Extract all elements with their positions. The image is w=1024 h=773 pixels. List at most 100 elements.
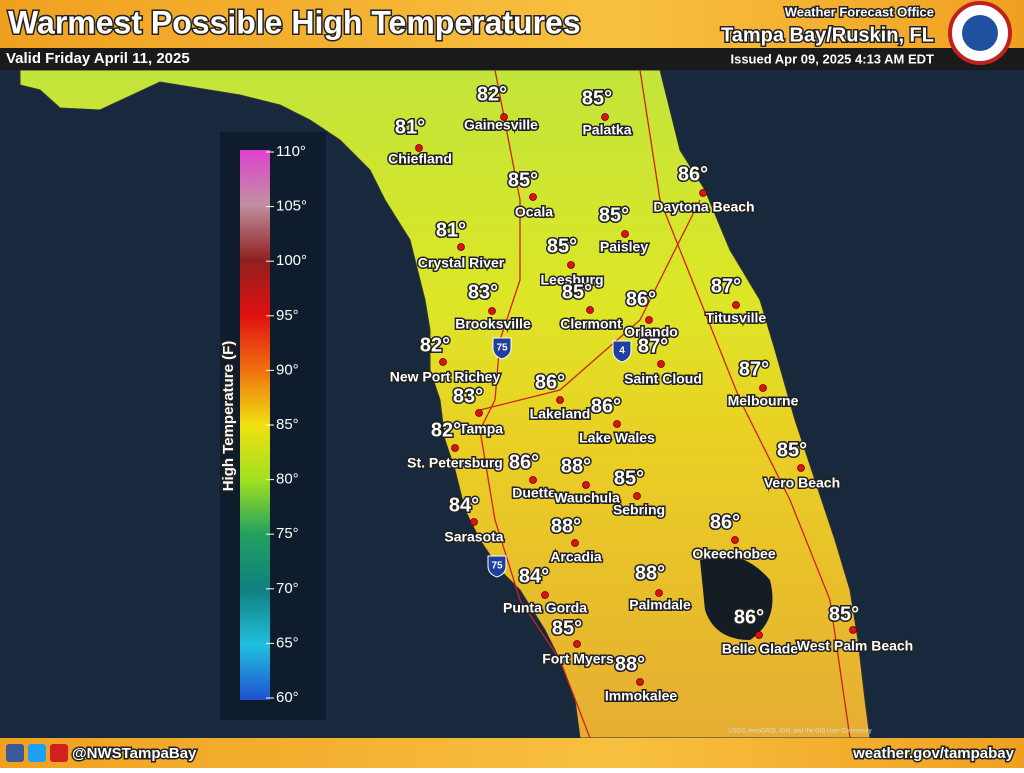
city-name: Sebring bbox=[613, 502, 665, 518]
color-bar bbox=[240, 150, 270, 700]
city-temp: 81° bbox=[436, 219, 466, 241]
facebook-icon[interactable] bbox=[6, 744, 24, 762]
city-temp: 88° bbox=[615, 653, 645, 675]
city-temp: 88° bbox=[635, 562, 665, 584]
city-dot bbox=[636, 678, 644, 686]
legend-tick-label: 100° bbox=[276, 252, 307, 269]
social-handle: @NWSTampaBay bbox=[72, 745, 197, 762]
city-dot bbox=[529, 476, 537, 484]
city-dot bbox=[657, 360, 665, 368]
city-name: Wauchula bbox=[554, 490, 620, 506]
header-bar bbox=[0, 0, 1024, 48]
youtube-icon[interactable] bbox=[50, 744, 68, 762]
city-temp: 83° bbox=[468, 281, 498, 303]
city-dot bbox=[797, 464, 805, 472]
city-temp: 85° bbox=[508, 169, 538, 191]
city-dot bbox=[645, 316, 653, 324]
city-name: Okeechobee bbox=[692, 546, 775, 562]
city-name: Palmdale bbox=[629, 597, 691, 613]
city-dot bbox=[488, 307, 496, 315]
title: Warmest Possible High Temperatures bbox=[8, 4, 581, 40]
city-dot bbox=[451, 444, 459, 452]
city-name: Sarasota bbox=[444, 529, 503, 545]
legend-tick-label: 90° bbox=[276, 361, 299, 378]
city-name: Arcadia bbox=[550, 549, 602, 565]
legend-tick-label: 105° bbox=[276, 198, 307, 215]
legend-tick-label: 60° bbox=[276, 689, 299, 706]
city-temp: 85° bbox=[562, 281, 592, 303]
city-name: Duette bbox=[512, 485, 556, 501]
city-dot bbox=[573, 640, 581, 648]
interstate-shield bbox=[612, 340, 632, 363]
city-name: Lake Wales bbox=[579, 430, 655, 446]
city-name: Chiefland bbox=[388, 151, 452, 167]
city-name: St. Petersburg bbox=[407, 455, 503, 471]
city-temp: 85° bbox=[552, 617, 582, 639]
city-dot bbox=[556, 396, 564, 404]
city-temp: 87° bbox=[711, 275, 741, 297]
city-dot bbox=[613, 420, 621, 428]
city-temp: 82° bbox=[431, 419, 461, 441]
city-dot bbox=[567, 261, 575, 269]
office: Tampa Bay/Ruskin, FL bbox=[721, 24, 934, 46]
lake-okeechobee bbox=[700, 555, 773, 640]
city-dot bbox=[439, 358, 447, 366]
city-name: Leesburg bbox=[540, 272, 603, 288]
city-temp: 81° bbox=[395, 116, 425, 138]
legend-tick-label: 80° bbox=[276, 471, 299, 488]
city-name: Crystal River bbox=[418, 255, 505, 271]
interstate-number: 4 bbox=[619, 346, 625, 357]
city-name: New Port Richey bbox=[390, 369, 501, 385]
city-temp: 85° bbox=[547, 235, 577, 257]
city-temp: 85° bbox=[614, 467, 644, 489]
city-name: Tampa bbox=[459, 421, 503, 437]
city-name: Fort Myers bbox=[542, 651, 614, 667]
city-name: Palatka bbox=[582, 122, 631, 138]
florida bbox=[19, 69, 871, 739]
city-name: Punta Gorda bbox=[503, 600, 587, 616]
legend-tick-label: 65° bbox=[276, 634, 299, 651]
valid-date: Valid Friday April 11, 2025 bbox=[6, 50, 190, 67]
city-dot bbox=[633, 492, 641, 500]
website: weather.gov/tampabay bbox=[852, 745, 1015, 762]
issued: Issued Apr 09, 2025 4:13 AM EDT bbox=[730, 51, 934, 66]
twitter-icon[interactable] bbox=[28, 744, 46, 762]
city-dot bbox=[475, 409, 483, 417]
city-name: Ocala bbox=[515, 204, 553, 220]
attribution: USGS, AeroGRID, IGN, and the GIS User Co… bbox=[728, 729, 871, 735]
city-temp: 83° bbox=[453, 385, 483, 407]
city-dot bbox=[571, 539, 579, 547]
city-temp: 87° bbox=[638, 335, 668, 357]
legend-tick-label: 95° bbox=[276, 307, 299, 324]
city-dot bbox=[655, 589, 663, 597]
subheader-bar bbox=[0, 48, 1024, 70]
city-dot bbox=[759, 384, 767, 392]
city-name: West Palm Beach bbox=[797, 638, 913, 654]
city-dot bbox=[500, 113, 508, 121]
city-dot bbox=[415, 144, 423, 152]
city-temp: 88° bbox=[561, 455, 591, 477]
office-label: Weather Forecast Office bbox=[785, 4, 934, 19]
city-temp: 86° bbox=[678, 163, 708, 185]
footer-bar bbox=[0, 738, 1024, 768]
legend-panel bbox=[220, 132, 326, 720]
nws-logo-inner bbox=[962, 15, 998, 51]
city-temp: 86° bbox=[710, 511, 740, 533]
legend-tick-label: 85° bbox=[276, 416, 299, 433]
city-dot bbox=[731, 536, 739, 544]
city-temp: 86° bbox=[535, 371, 565, 393]
city-temp: 85° bbox=[829, 603, 859, 625]
city-temp: 85° bbox=[599, 204, 629, 226]
city-name: Clermont bbox=[560, 316, 622, 332]
legend-tick-label: 110° bbox=[276, 143, 306, 160]
city-temp: 82° bbox=[420, 334, 450, 356]
city-name: Vero Beach bbox=[764, 475, 840, 491]
city-dot bbox=[586, 306, 594, 314]
city-temp: 86° bbox=[509, 451, 539, 473]
city-temp: 82° bbox=[477, 83, 507, 105]
city-name: Saint Cloud bbox=[624, 371, 702, 387]
city-name: Titusville bbox=[706, 310, 767, 326]
city-temp: 87° bbox=[739, 358, 769, 380]
interstate-number: 75 bbox=[491, 561, 503, 572]
